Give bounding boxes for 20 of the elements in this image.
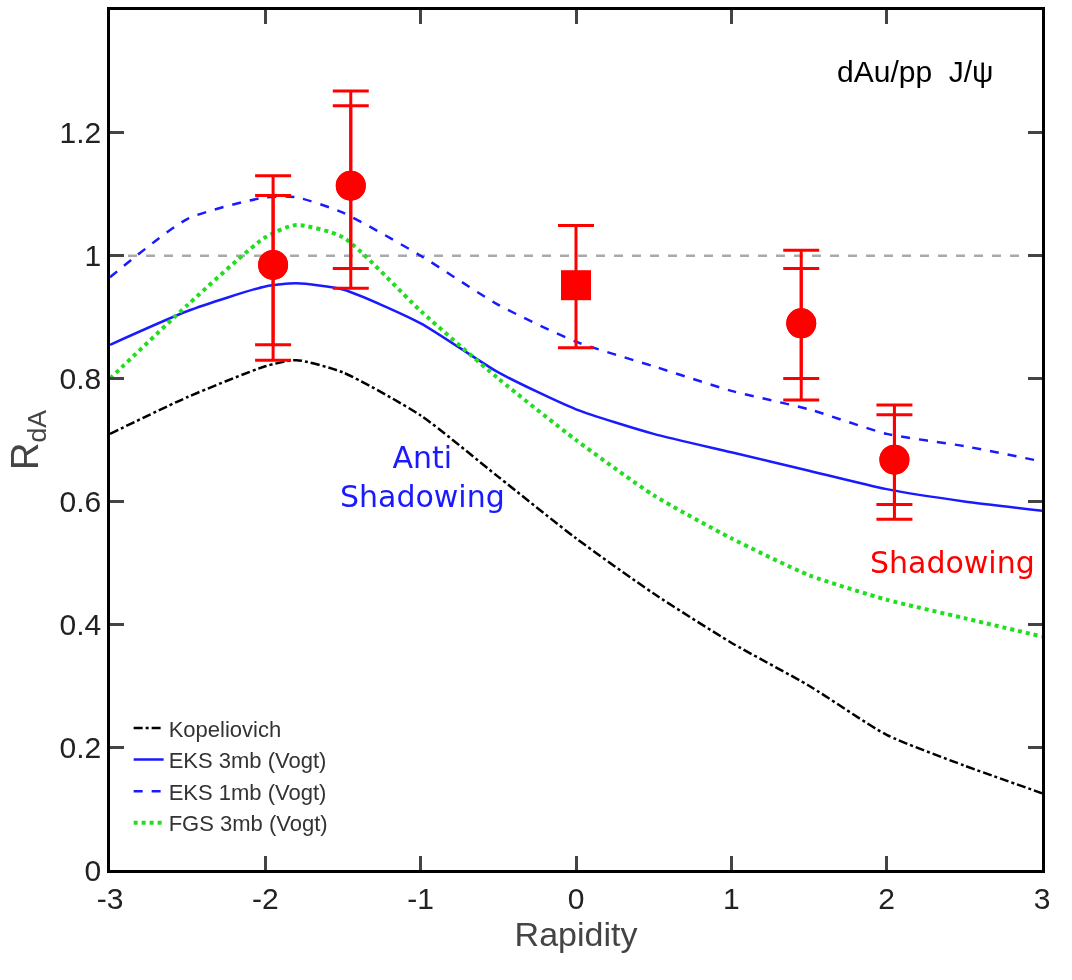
y-tick-label: 1 <box>84 239 102 273</box>
legend-label: EKS 3mb (Vogt) <box>168 748 327 774</box>
annotation: Anti Shadowing <box>340 440 505 514</box>
y-tick-label: 0.2 <box>59 730 102 764</box>
x-tick-label: 0 <box>567 881 585 915</box>
x-axis-title: Rapidity <box>514 914 638 953</box>
x-tick-label: 3 <box>1033 881 1051 915</box>
x-tick-label: 1 <box>722 881 740 915</box>
annotation: Shadowing <box>870 545 1035 580</box>
annotation: dAu/pp J/ψ <box>837 55 994 88</box>
x-tick-label: -2 <box>251 881 279 915</box>
legend-label: FGS 3mb (Vogt) <box>168 811 328 837</box>
x-tick-label: 2 <box>878 881 896 915</box>
y-tick-label: 1.2 <box>59 116 102 150</box>
y-tick-label: 0.4 <box>59 607 102 641</box>
y-tick-label: 0.8 <box>59 362 102 396</box>
legend-label: Kopeliovich <box>168 716 282 742</box>
legend-label: EKS 1mb (Vogt) <box>168 779 327 805</box>
y-tick-label: 0.6 <box>59 484 102 518</box>
x-tick-label: -1 <box>407 881 435 915</box>
